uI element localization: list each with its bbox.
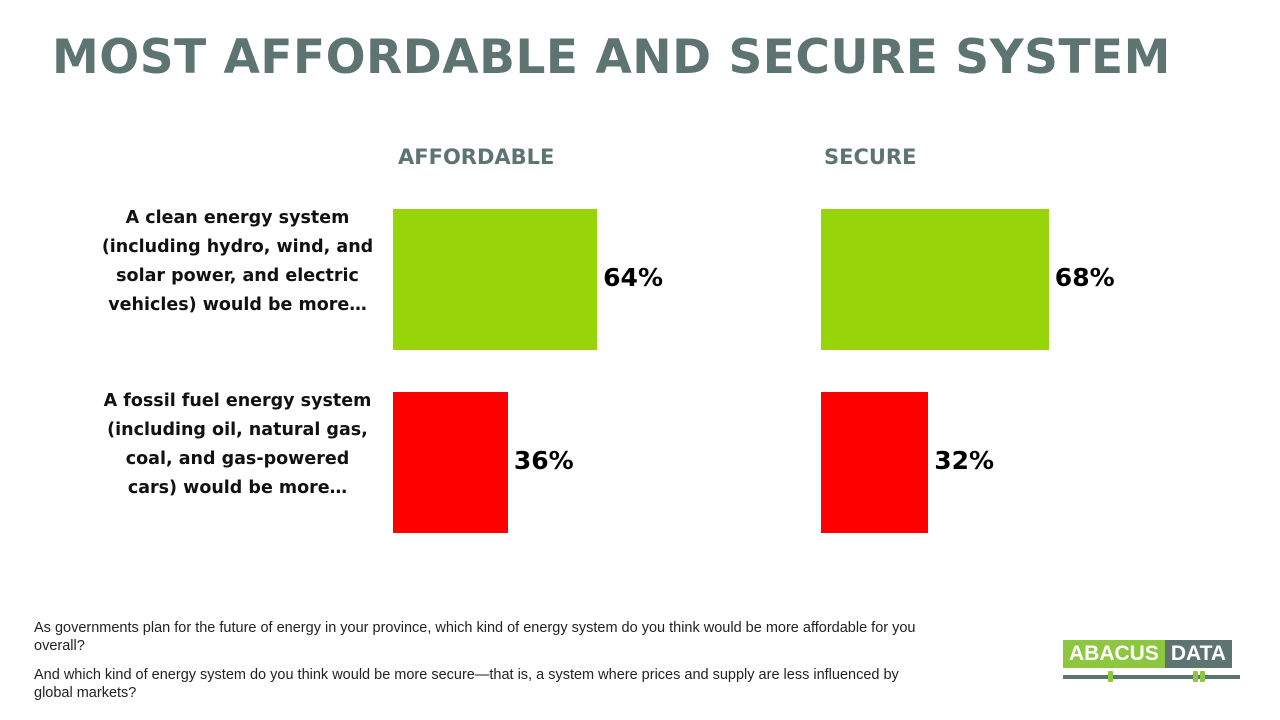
data-label-affordable-clean: 64% <box>603 263 663 292</box>
row-label-fossil: A fossil fuel energy system (including o… <box>103 391 372 498</box>
page-title: MOST AFFORDABLE AND SECURE SYSTEM <box>52 30 1171 85</box>
bar-secure-fossil <box>821 392 929 533</box>
question-affordable: As governments plan for the future of en… <box>34 620 916 654</box>
question-secure: And which kind of energy system do you t… <box>34 667 899 701</box>
logo-bead <box>1200 671 1205 682</box>
column-header-affordable: AFFORDABLE <box>398 145 555 169</box>
logo-bead <box>1193 671 1198 682</box>
abacus-data-logo: ABACUS DATA <box>1063 640 1233 668</box>
logo-abacus: ABACUS <box>1063 640 1165 668</box>
data-label-affordable-fossil: 36% <box>513 446 574 475</box>
row-label-clean: A clean energy system (including hydro, … <box>101 208 374 315</box>
data-label-secure-clean: 68% <box>1054 263 1115 292</box>
logo-data: DATA <box>1164 640 1233 668</box>
bar-affordable-clean <box>393 209 598 350</box>
logo-underline <box>1063 675 1240 679</box>
bar-secure-clean <box>821 209 1049 350</box>
column-header-secure: SECURE <box>824 145 917 169</box>
data-label-secure-fossil: 32% <box>934 446 995 475</box>
logo-bead <box>1108 671 1113 682</box>
bar-affordable-fossil <box>393 392 508 533</box>
